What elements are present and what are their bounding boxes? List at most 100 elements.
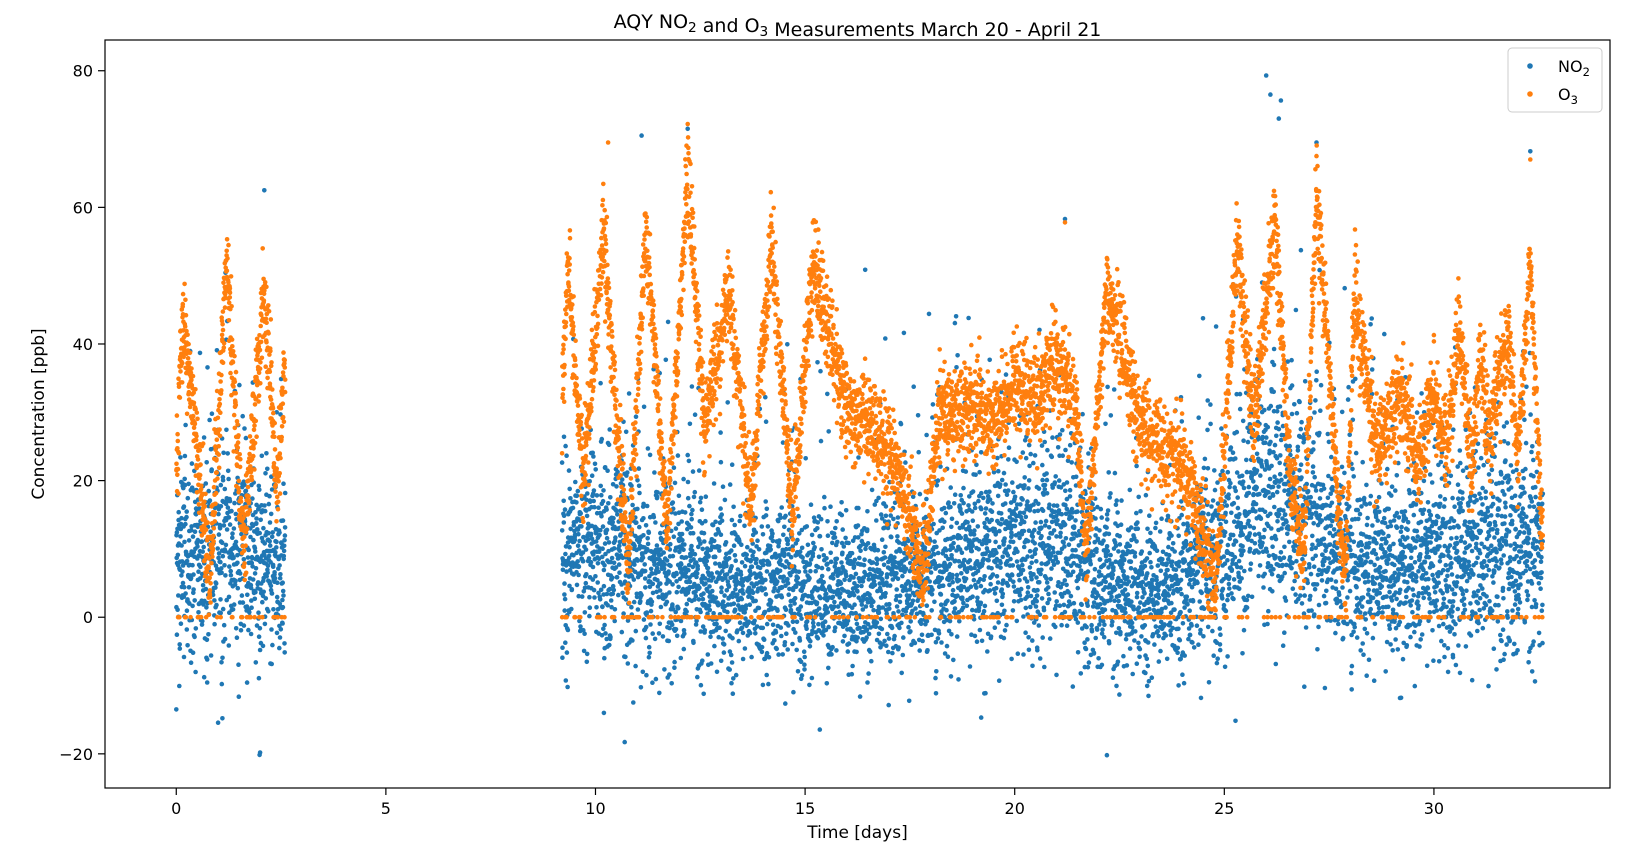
no2-point bbox=[1179, 512, 1184, 518]
no2-point bbox=[881, 550, 887, 555]
no2-point bbox=[1006, 457, 1011, 462]
no2-point bbox=[704, 558, 710, 564]
no2-point bbox=[1116, 598, 1121, 604]
no2-point bbox=[661, 566, 667, 571]
no2-point bbox=[906, 538, 911, 544]
no2-point bbox=[707, 607, 713, 613]
no2-point bbox=[266, 553, 272, 559]
no2-point bbox=[717, 625, 722, 630]
no2-point bbox=[1209, 504, 1214, 509]
no2-point bbox=[235, 585, 241, 591]
no2-point bbox=[685, 479, 691, 485]
no2-point bbox=[599, 492, 604, 498]
no2-point bbox=[667, 590, 672, 595]
no2-point bbox=[994, 574, 1000, 579]
no2-point bbox=[1218, 632, 1223, 637]
no2-point bbox=[1127, 543, 1133, 549]
no2-point bbox=[953, 314, 959, 319]
no2-point bbox=[1253, 509, 1258, 514]
no2-point bbox=[1152, 642, 1157, 647]
no2-point bbox=[917, 648, 922, 653]
no2-point bbox=[588, 531, 594, 537]
no2-point bbox=[1230, 450, 1236, 456]
no2-point bbox=[1107, 495, 1112, 500]
no2-point bbox=[1137, 646, 1143, 652]
no2-point bbox=[598, 380, 603, 386]
no2-point bbox=[883, 590, 888, 596]
no2-point bbox=[891, 516, 896, 522]
no2-point bbox=[232, 500, 237, 506]
no2-point bbox=[857, 555, 862, 561]
no2-point bbox=[602, 655, 607, 661]
no2-point bbox=[982, 603, 988, 609]
no2-point bbox=[1170, 541, 1176, 546]
no2-point bbox=[587, 605, 593, 610]
no2-point bbox=[949, 516, 955, 522]
no2-point bbox=[1028, 593, 1034, 599]
no2-point bbox=[1028, 604, 1033, 610]
no2-point bbox=[705, 652, 711, 657]
no2-point bbox=[1180, 672, 1185, 677]
no2-point bbox=[738, 572, 744, 578]
no2-point bbox=[588, 559, 594, 565]
no2-point bbox=[1017, 577, 1022, 583]
no2-point bbox=[674, 571, 679, 577]
no2-point bbox=[819, 547, 824, 552]
no2-point bbox=[653, 520, 658, 525]
no2-point bbox=[811, 540, 816, 546]
no2-point bbox=[1247, 531, 1253, 536]
no2-point bbox=[710, 588, 715, 594]
no2-point bbox=[692, 551, 698, 557]
no2-point bbox=[1157, 529, 1163, 534]
no2-point bbox=[216, 511, 221, 517]
no2-point bbox=[939, 640, 944, 645]
no2-point bbox=[1010, 563, 1016, 568]
no2-point bbox=[1156, 633, 1161, 639]
no2-point bbox=[644, 672, 649, 678]
no2-point bbox=[657, 621, 663, 627]
no2-point bbox=[560, 567, 566, 573]
no2-point bbox=[1158, 648, 1163, 654]
no2-point bbox=[1056, 478, 1062, 483]
no2-point bbox=[825, 610, 831, 615]
no2-point bbox=[1115, 659, 1121, 665]
no2-point bbox=[253, 566, 259, 571]
no2-point bbox=[226, 643, 232, 648]
no2-point bbox=[592, 461, 598, 467]
no2-point bbox=[744, 552, 749, 557]
no2-point bbox=[1038, 519, 1044, 525]
no2-point bbox=[236, 694, 242, 699]
no2-point bbox=[688, 525, 694, 530]
no2-point bbox=[976, 547, 981, 552]
no2-point bbox=[1166, 593, 1171, 598]
no2-point bbox=[672, 480, 678, 486]
no2-point bbox=[951, 657, 956, 663]
no2-point bbox=[887, 601, 892, 607]
no2-point bbox=[832, 535, 838, 540]
no2-point bbox=[816, 554, 822, 560]
no2-point bbox=[698, 682, 704, 688]
no2-point bbox=[782, 524, 787, 530]
no2-point bbox=[825, 391, 830, 397]
no2-point bbox=[918, 621, 924, 627]
no2-point bbox=[1015, 651, 1021, 656]
no2-point bbox=[179, 573, 184, 578]
no2-point bbox=[220, 655, 225, 661]
no2-point bbox=[956, 578, 962, 583]
no2-point bbox=[988, 634, 994, 639]
no2-point bbox=[972, 633, 978, 639]
no2-point bbox=[640, 669, 646, 675]
no2-point bbox=[987, 497, 993, 502]
no2-point bbox=[254, 527, 260, 532]
no2-point bbox=[570, 560, 575, 565]
no2-point bbox=[251, 537, 256, 543]
no2-point bbox=[853, 610, 858, 616]
no2-point bbox=[998, 560, 1003, 566]
no2-point bbox=[705, 565, 711, 571]
no2-point bbox=[1176, 626, 1181, 632]
no2-point bbox=[1108, 491, 1113, 496]
no2-point bbox=[939, 575, 945, 581]
no2-point bbox=[1217, 626, 1223, 631]
no2-point bbox=[1149, 675, 1155, 680]
no2-point bbox=[908, 629, 913, 634]
